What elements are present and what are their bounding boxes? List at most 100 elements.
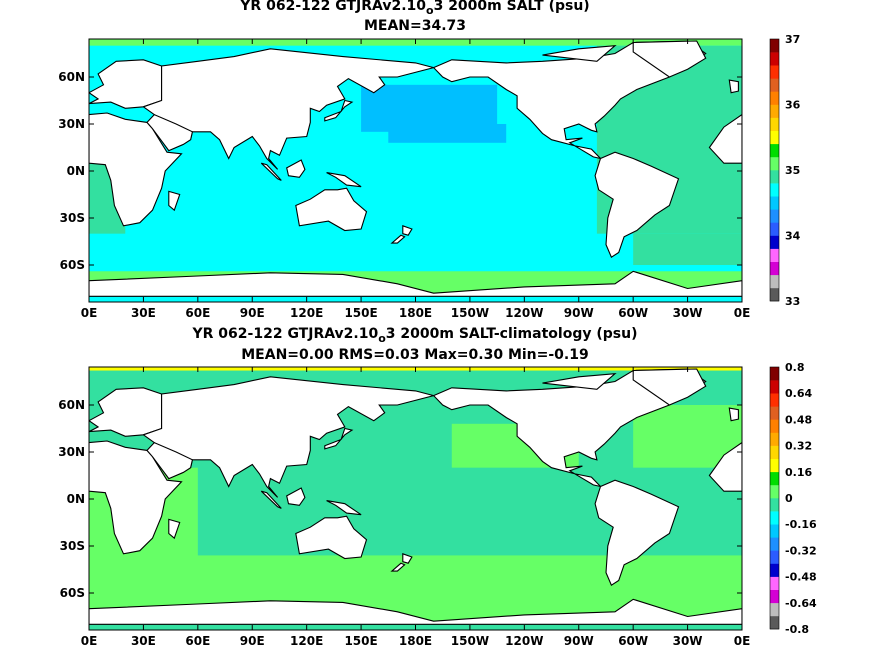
x-tick-label: 60W <box>618 306 648 320</box>
colorbar-label: 0.16 <box>785 466 812 479</box>
colorbar-cell <box>770 576 779 590</box>
colorbar-cell <box>770 367 779 381</box>
bottom-title-sub: o <box>378 331 386 345</box>
colorbar-label: 0.8 <box>785 361 805 374</box>
colorbar-label: 0.48 <box>785 413 812 426</box>
colorbar-cell <box>770 39 779 53</box>
colorbar-cell <box>770 156 779 171</box>
x-tick-label: 150E <box>344 634 377 648</box>
colorbar-frame <box>769 38 780 302</box>
colorbar-label: 34 <box>785 230 801 243</box>
land-uk <box>728 407 739 422</box>
map-area <box>89 39 742 302</box>
colorbar-cell <box>770 615 779 630</box>
colorbar-label: -0.16 <box>785 518 817 531</box>
x-tick-label: 0E <box>734 634 751 648</box>
bottom-map-panel: 0E 30E 60E 90E 120E 150E 180E 150W 120W 90W 60W 30W… <box>58 361 817 648</box>
bottom-title: YR 062-122 GTJRAv2.10o3 2000m SALT-clima… <box>0 326 830 345</box>
colorbar-cell <box>770 589 779 604</box>
x-tick-label: 180E <box>399 634 432 648</box>
x-tick-label: 0E <box>81 306 98 320</box>
bottom-title-suffix: 3 2000m SALT-climatology (psu) <box>385 326 638 342</box>
colorbar-cell <box>770 143 779 158</box>
x-tick-label: 60W <box>618 634 648 648</box>
y-tick-label: 30N <box>58 117 85 131</box>
x-tick-label: 120E <box>290 306 323 320</box>
x-tick-label: 0E <box>734 306 751 320</box>
land-nz_n <box>402 225 413 236</box>
land-antarctica <box>89 598 742 625</box>
colorbar-cell <box>770 183 779 197</box>
colorbar-cell <box>770 274 779 289</box>
x-tick-label: 150E <box>344 306 377 320</box>
land-sumatra <box>260 490 282 509</box>
colorbar-cell <box>770 563 779 577</box>
colorbar-label: 0 <box>785 492 793 505</box>
colorbar-cell <box>770 537 779 551</box>
colorbar-cell <box>770 235 779 249</box>
colorbar-cell <box>770 511 779 525</box>
land-africa_w <box>708 441 742 492</box>
y-tick-label: 60N <box>58 70 85 84</box>
land-asia <box>142 376 436 498</box>
colorbar-label: -0.8 <box>785 623 809 636</box>
x-tick-label: 120W <box>505 306 543 320</box>
colorbar-cell <box>770 432 779 446</box>
y-tick-label: 30S <box>60 539 85 553</box>
colorbar-cell <box>770 248 779 262</box>
colorbar-label: 37 <box>785 33 800 46</box>
x-tick-label: 90E <box>240 306 265 320</box>
top-subtitle: MEAN=34.73 <box>363 18 467 34</box>
land-arabia_link <box>146 113 194 152</box>
colorbar-cell <box>770 209 779 223</box>
colorbar-cell <box>770 550 779 564</box>
colorbar-label: 36 <box>785 99 801 112</box>
bottom-title-main: YR 062-122 GTJRAv2.10 <box>192 326 379 342</box>
land-madagascar <box>168 518 181 540</box>
y-tick-label: 60S <box>60 258 85 272</box>
x-tick-label: 30E <box>131 306 156 320</box>
x-tick-label: 30W <box>673 306 703 320</box>
land-australia <box>295 187 368 232</box>
land-africa <box>89 440 183 555</box>
bottom-subtitle: MEAN=0.00 RMS=0.03 Max=0.30 Min=-0.19 <box>241 347 589 363</box>
colorbar-label: -0.64 <box>785 597 817 610</box>
x-tick-label: 90W <box>564 634 594 648</box>
colorbar-cell <box>770 445 779 459</box>
colorbar-cell <box>770 130 779 145</box>
land-europe <box>89 59 163 109</box>
colorbar-cell <box>770 419 779 433</box>
x-tick-label: 60E <box>185 306 210 320</box>
land-europe <box>89 387 163 437</box>
land-africa <box>89 112 183 227</box>
colorbar-cell <box>770 170 779 184</box>
x-tick-label: 120W <box>505 634 543 648</box>
land-borneo <box>286 487 306 506</box>
colorbar-cell <box>770 602 779 617</box>
y-tick-label: 30N <box>58 445 85 459</box>
x-tick-label: 90W <box>564 306 594 320</box>
land-borneo <box>286 159 306 178</box>
colorbar-cell <box>770 380 779 394</box>
colorbar-label: -0.48 <box>785 571 817 584</box>
x-tick-label: 0E <box>81 634 98 648</box>
land-antarctica <box>89 270 742 297</box>
colorbar-cell <box>770 458 779 473</box>
land-uk <box>728 79 739 94</box>
land-sumatra <box>260 162 282 181</box>
colorbar-cell <box>770 393 779 407</box>
land-arctic_islands <box>542 45 617 62</box>
colorbar-cell <box>770 196 779 210</box>
x-tick-label: 60E <box>185 634 210 648</box>
top-map-panel: 0E 30E 60E 90E 120E 150E 180E 150W 120W 90W 60W 30W… <box>58 33 801 320</box>
x-tick-label: 90E <box>240 634 265 648</box>
colorbar-cell <box>770 498 779 512</box>
colorbar-label: -0.32 <box>785 544 817 557</box>
ocean-region-5 <box>633 233 742 265</box>
top-title-suffix: 3 2000m SALT (psu) <box>433 0 590 14</box>
colorbar-cell <box>770 406 779 420</box>
land-japan <box>324 427 354 450</box>
land-nz_s <box>390 234 406 244</box>
ocean-region-1 <box>388 124 507 143</box>
colorbar-cell <box>770 104 779 118</box>
